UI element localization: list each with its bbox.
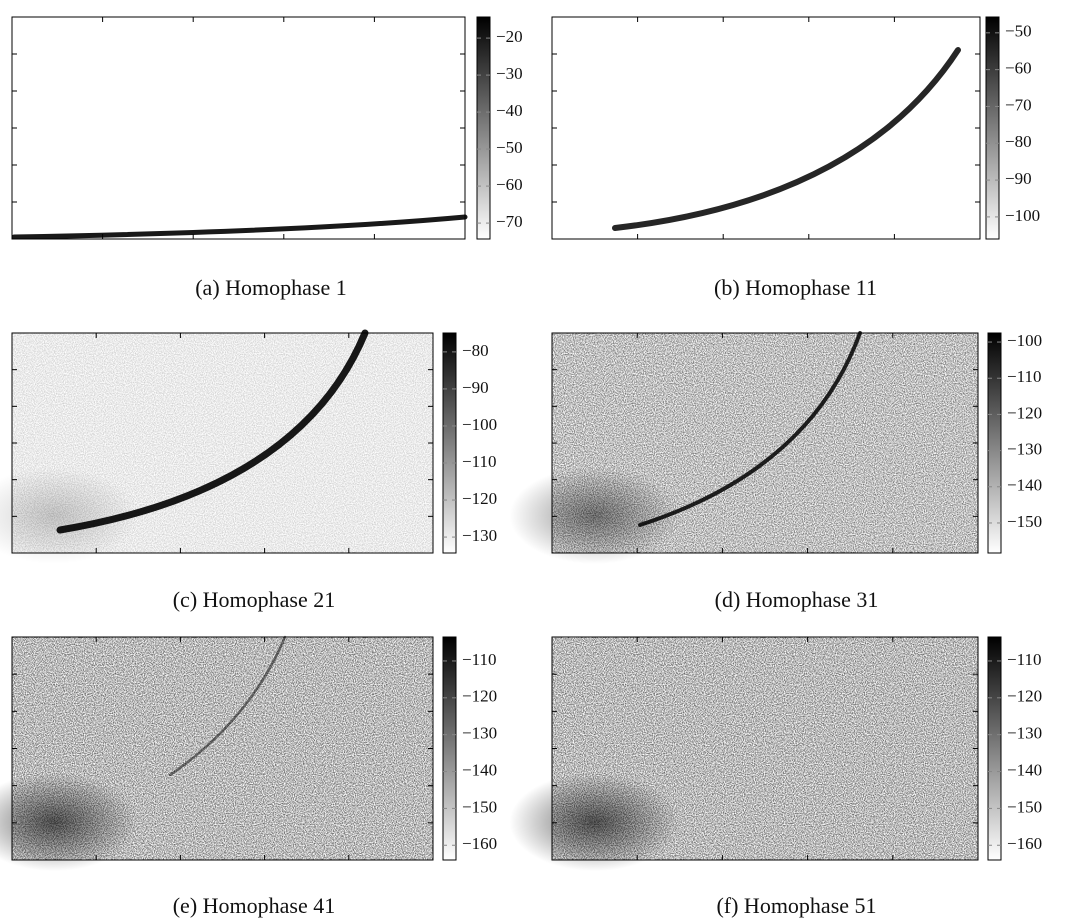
colorbar-tick-label: −130 (462, 526, 497, 545)
panel: −100 −110 −120 −130 −140 −150 (d) Homophase 31 (509, 331, 1042, 612)
colorbar-tick-label: −140 (462, 760, 497, 779)
colorbar (476, 16, 491, 240)
colorbar-tick-label: −80 (462, 341, 489, 360)
colorbar (987, 636, 1002, 861)
heatmap-bg (552, 17, 980, 239)
colorbar-tick-label: −130 (1007, 440, 1042, 459)
colorbar-tick-label: −110 (462, 650, 496, 669)
colorbar-tick-label: −160 (1007, 834, 1042, 853)
colorbar (442, 636, 457, 861)
colorbar-tick-label: −130 (1007, 724, 1042, 743)
colorbar-tick-label: −150 (1007, 512, 1042, 531)
colorbar-tick-label: −120 (462, 489, 497, 508)
colorbar-tick-label: −110 (1007, 650, 1041, 669)
heatmap-curve (56, 329, 369, 534)
panel: −110 −120 −130 −140 −150 −160 (e) Homophase 41 (0, 635, 497, 918)
colorbar-tick-label: −90 (1005, 169, 1032, 188)
colorbar-tick-label: −160 (462, 834, 497, 853)
heatmap-bg (12, 17, 465, 239)
caption: (e) Homophase 41 (173, 893, 336, 918)
caption: (b) Homophase 11 (714, 275, 877, 300)
colorbar-tick-label: −110 (462, 452, 496, 471)
caption: (d) Homophase 31 (715, 587, 879, 612)
panel: −20 −30 −40 −50 −60 −70 (a) Homophase 1 (11, 16, 523, 300)
caption: (a) Homophase 1 (195, 275, 347, 300)
panel: −110 −120 −130 −140 −150 −160 (f) Homophase 51 (509, 636, 1042, 918)
colorbar-tick-label: −40 (496, 101, 523, 120)
heatmap-curve (168, 635, 287, 777)
colorbar (985, 16, 1000, 240)
colorbar-tick-label: −140 (1007, 760, 1042, 779)
colorbar-tick-label: −60 (496, 175, 523, 194)
heatmap-blob (509, 467, 680, 564)
colorbar-tick-label: −90 (462, 378, 489, 397)
colorbar-tick-label: −60 (1005, 59, 1032, 78)
colorbar-tick-label: −150 (462, 797, 497, 816)
colorbar-tick-label: −110 (1007, 367, 1041, 386)
colorbar-tick-label: −140 (1007, 476, 1042, 495)
colorbar-tick-label: −150 (1007, 797, 1042, 816)
heatmap-blob (0, 773, 139, 872)
panel: −80 −90 −100 −110 −120 −130 (c) Homophase 21 (0, 329, 497, 612)
colorbar-tick-label: −70 (496, 212, 523, 231)
colorbar-tick-label: −20 (496, 27, 523, 46)
panel: −50 −60 −70 −80 −90 −100 (b) Homophase 11 (551, 16, 1040, 300)
colorbar-tick-label: −50 (1005, 22, 1032, 41)
heatmap-blob (509, 773, 680, 872)
heatmap-blob (0, 467, 139, 564)
colorbar-tick-label: −80 (1005, 132, 1032, 151)
colorbar-tick-label: −100 (1005, 206, 1040, 225)
colorbar (442, 332, 457, 554)
colorbar-tick-label: −50 (496, 138, 523, 157)
heatmap-curve (11, 214, 468, 240)
caption: (f) Homophase 51 (716, 893, 876, 918)
colorbar (987, 332, 1002, 554)
colorbar-tick-label: −130 (462, 724, 497, 743)
colorbar-tick-label: −100 (1007, 331, 1042, 350)
heatmap-curve (638, 331, 862, 527)
colorbar-tick-label: −120 (1007, 403, 1042, 422)
caption: (c) Homophase 21 (173, 587, 336, 612)
colorbar-tick-label: −30 (496, 64, 523, 83)
colorbar-tick-label: −100 (462, 415, 497, 434)
colorbar-tick-label: −120 (462, 687, 497, 706)
colorbar-tick-label: −120 (1007, 687, 1042, 706)
colorbar-tick-label: −70 (1005, 95, 1032, 114)
heatmap-curve (612, 47, 961, 231)
